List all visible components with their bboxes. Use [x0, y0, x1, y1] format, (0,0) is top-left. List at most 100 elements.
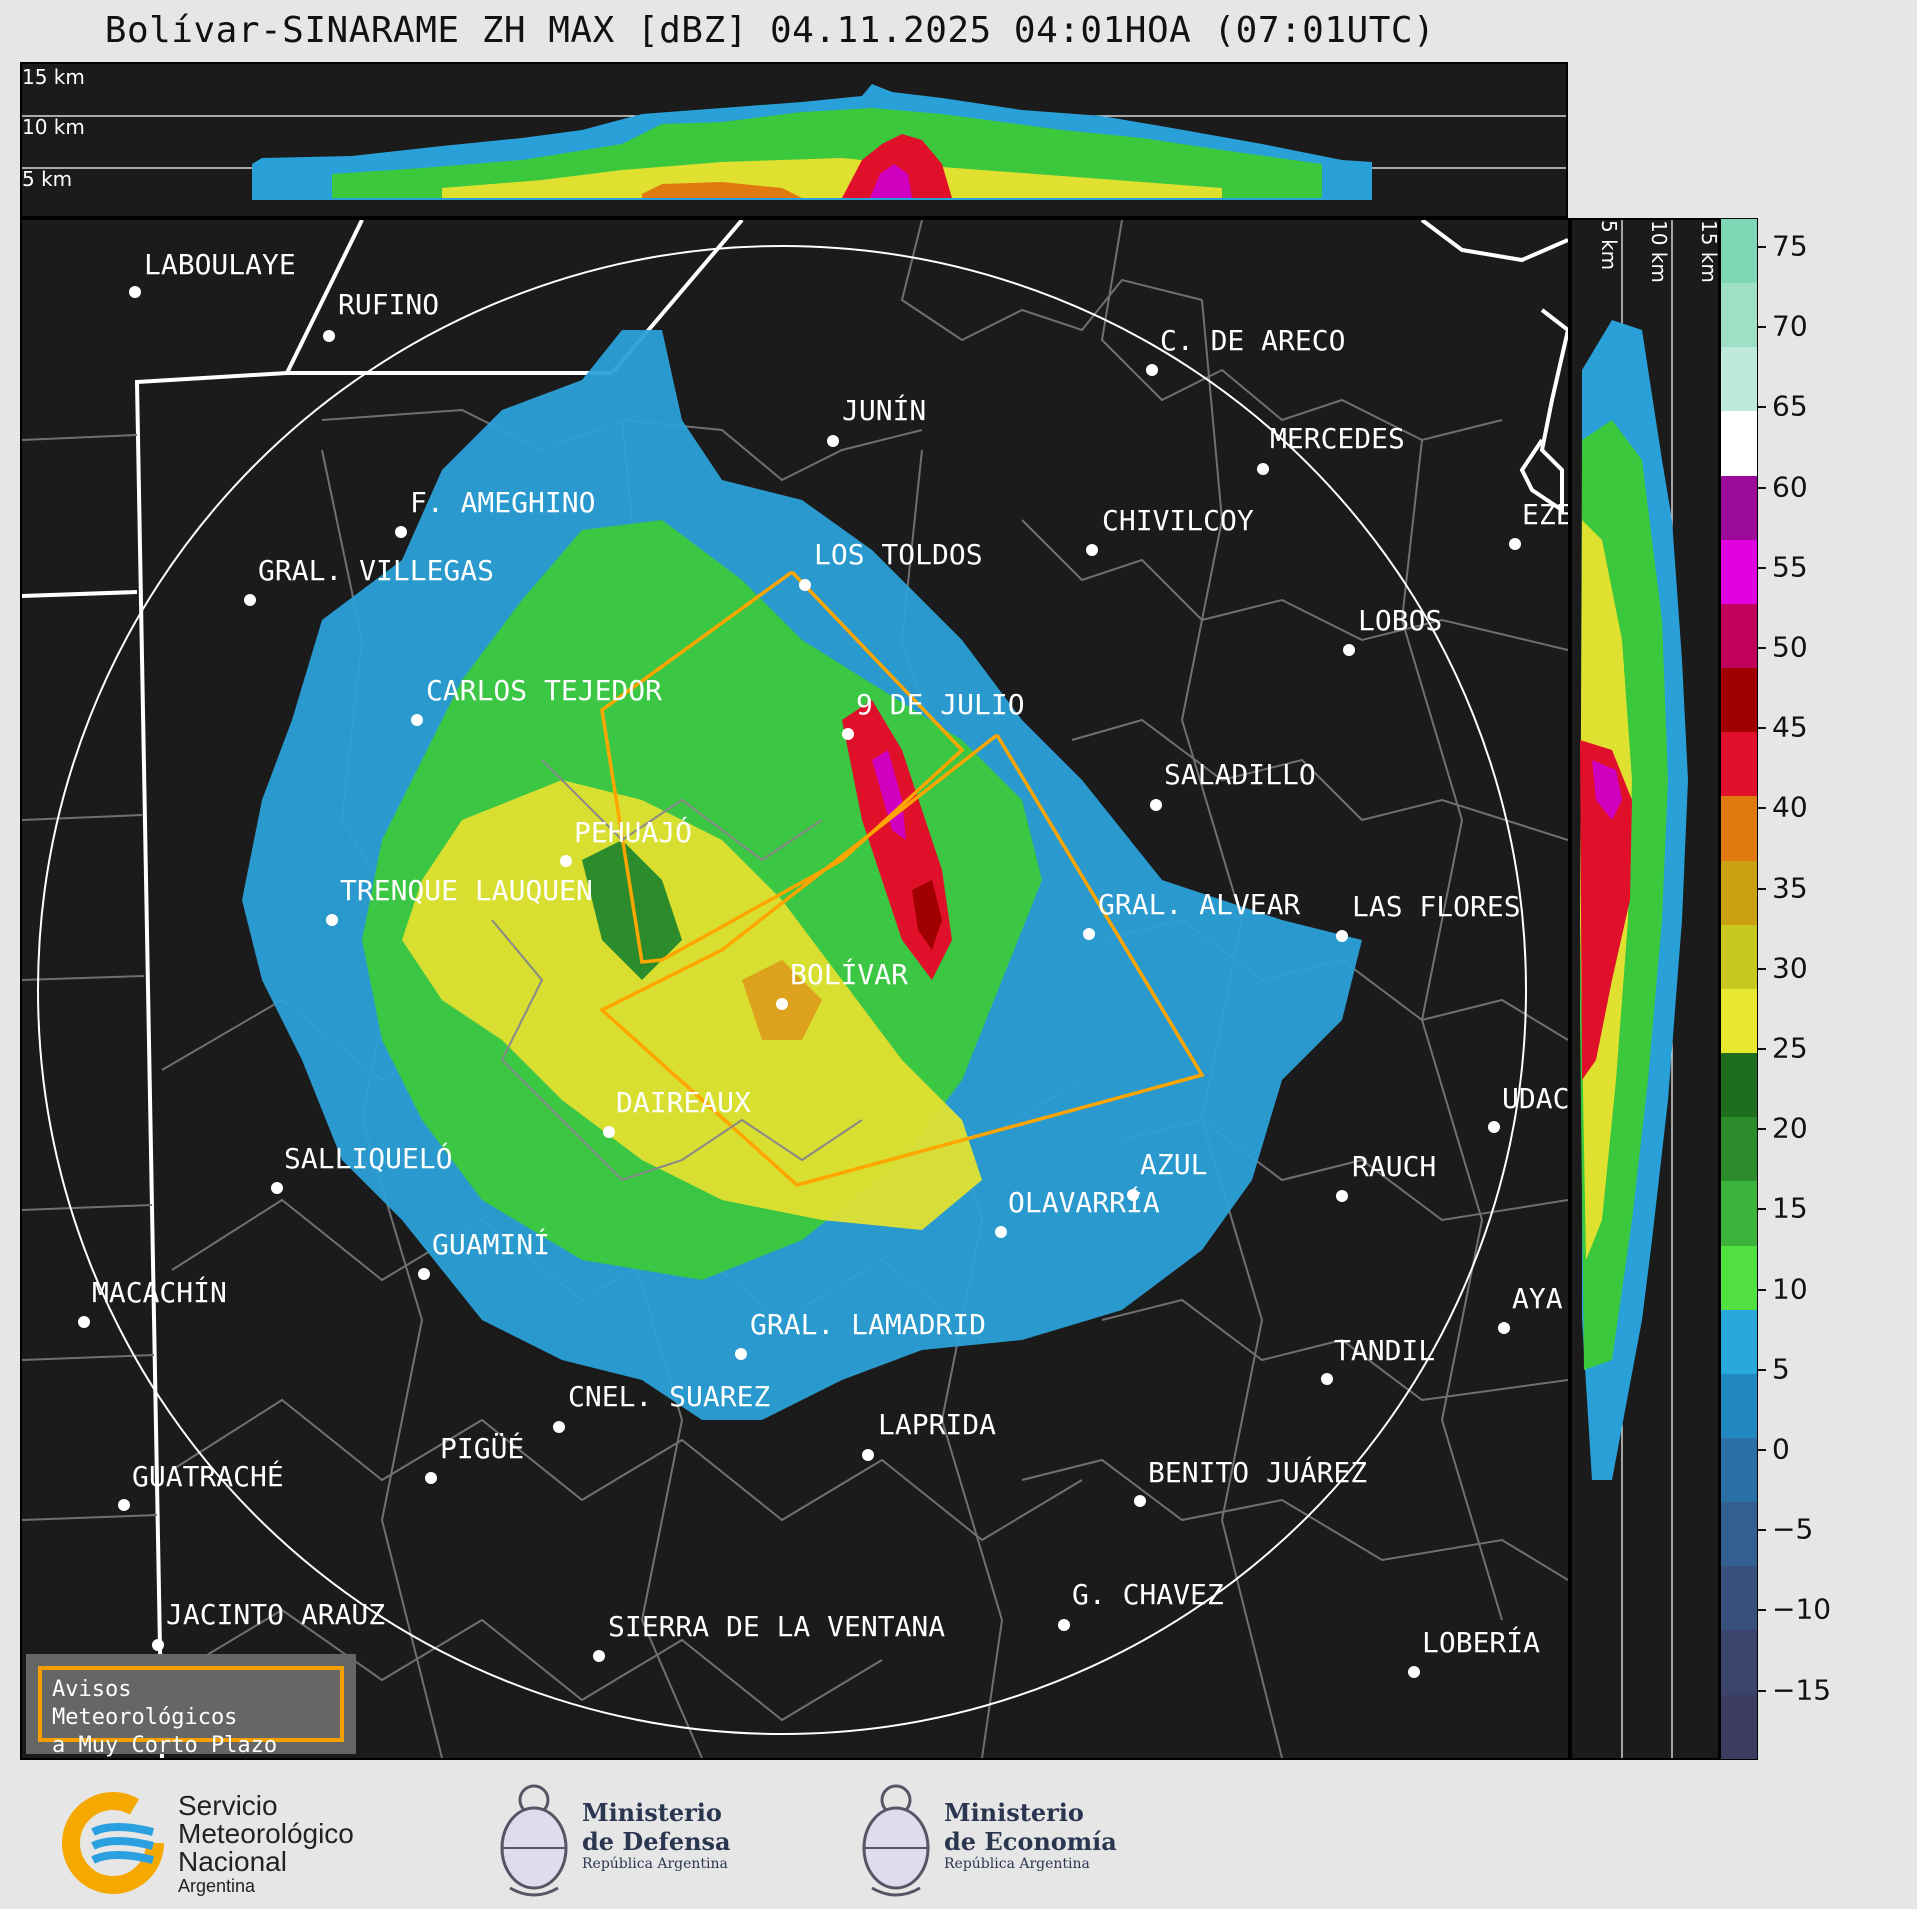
city-label: EZE — [1522, 498, 1568, 531]
smn-line1: Servicio — [178, 1790, 278, 1821]
city-label: BENITO JUÁREZ — [1148, 1455, 1367, 1489]
city-label: LAPRIDA — [878, 1408, 996, 1441]
city-dot-icon — [78, 1316, 90, 1328]
city-jacinto-arauz: JACINTO ARAUZ — [152, 1598, 385, 1651]
colorbar-segment — [1721, 283, 1757, 348]
city-dot-icon — [1509, 538, 1521, 550]
city-dot-icon — [735, 1348, 747, 1360]
city-rufino: RUFINO — [323, 288, 439, 342]
city-gral-villegas: GRAL. VILLEGAS — [244, 554, 494, 606]
city-label: MACACHÍN — [92, 1275, 227, 1309]
city-dot-icon — [425, 1472, 437, 1484]
city-dot-icon — [1150, 799, 1162, 811]
colorbar-segment — [1721, 1181, 1757, 1246]
city-laprida: LAPRIDA — [862, 1408, 996, 1461]
city-label: GRAL. ALVEAR — [1098, 888, 1300, 921]
city-label: G. CHAVEZ — [1072, 1578, 1224, 1611]
city-rauch: RAUCH — [1336, 1150, 1436, 1202]
city-label: GUAMINÍ — [432, 1227, 550, 1261]
side-cross-section-plot: 5 km 10 km 15 km — [1580, 220, 1721, 1758]
city-dot-icon — [1257, 463, 1269, 475]
city-eze: EZE — [1509, 498, 1573, 550]
height-label-10km-side: 10 km — [1647, 220, 1671, 283]
city-9-de-julio: 9 DE JULIO — [842, 688, 1025, 740]
city-dot-icon — [271, 1182, 283, 1194]
city-label: RAUCH — [1352, 1150, 1436, 1183]
city-f-ameghino: F. AMEGHINO — [395, 486, 595, 538]
city-dot-icon — [1498, 1322, 1510, 1334]
city-label: GUATRACHÉ — [132, 1459, 284, 1493]
city-olavarria: OLAVARRÍA — [995, 1185, 1160, 1238]
city-label: DAIREAUX — [616, 1086, 751, 1119]
city-dot-icon — [1336, 1190, 1348, 1202]
colorbar-segment — [1721, 475, 1757, 540]
city-trenque-lauquen: TRENQUE LAUQUEN — [326, 874, 593, 926]
city-daireaux: DAIREAUX — [603, 1086, 751, 1138]
colorbar-segment — [1721, 732, 1757, 797]
city-label: OLAVARRÍA — [1008, 1185, 1160, 1219]
city-dot-icon — [862, 1449, 874, 1461]
colorbar-segment — [1721, 924, 1757, 989]
city-guatrache: GUATRACHÉ — [118, 1459, 284, 1511]
smn-line2: Meteorológico — [178, 1818, 354, 1849]
city-dot-icon — [326, 914, 338, 926]
city-label: JUNÍN — [842, 393, 926, 427]
colorbar-segment — [1721, 1694, 1757, 1759]
city-label: TRENQUE LAUQUEN — [340, 874, 593, 907]
city-dot-icon — [1058, 1619, 1070, 1631]
city-dot-icon — [244, 594, 256, 606]
city-dot-icon — [593, 1650, 605, 1662]
economia-line1: Ministerio — [944, 1798, 1084, 1827]
colorbar-segment — [1721, 1245, 1757, 1310]
city-las-flores: LAS FLORES — [1336, 890, 1521, 942]
city-dot-icon — [152, 1639, 164, 1651]
city-dot-icon — [1343, 644, 1355, 656]
city-label: CHIVILCOY — [1102, 504, 1254, 537]
city-dot-icon — [323, 330, 335, 342]
defensa-logo: Ministerio de Defensa República Argentin… — [494, 1778, 774, 1903]
city-chivilcoy: CHIVILCOY — [1086, 504, 1254, 556]
city-dot-icon — [842, 728, 854, 740]
city-label: SALLIQUELÓ — [284, 1141, 453, 1175]
city-dot-icon — [553, 1421, 565, 1433]
city-label: LOS TOLDOS — [814, 538, 983, 571]
side-echo-profile — [1580, 320, 1688, 1480]
city-cnel-suarez: CNEL. SUAREZ — [553, 1380, 770, 1433]
radar-map-panel: LABOULAYE RUFINO C. DE ARECO JUNÍN MERCE… — [20, 218, 1573, 1760]
city-label: LABOULAYE — [144, 248, 296, 281]
warning-box-line1: Avisos Meteorológicos — [52, 1677, 238, 1730]
city-benito-juarez: BENITO JUÁREZ — [1134, 1455, 1367, 1507]
colorbar-segment — [1721, 1502, 1757, 1567]
warning-box-line2: a Muy Corto Plazo — [52, 1733, 278, 1758]
warning-polygons — [598, 570, 1205, 1187]
city-macachin: MACACHÍN — [78, 1275, 227, 1328]
warning-county-outlines — [491, 759, 863, 1182]
top-cross-section-panel: 15 km 10 km 5 km — [20, 62, 1568, 218]
city-label: LAS FLORES — [1352, 890, 1521, 923]
economia-line2: de Economía — [944, 1827, 1117, 1856]
city-pehuajo: PEHUAJÓ — [560, 815, 692, 867]
city-azul: AZUL — [1127, 1148, 1207, 1201]
map-title: Bolívar-SINARAME ZH MAX [dBZ] 04.11.2025… — [104, 10, 1436, 51]
city-label: RUFINO — [338, 288, 439, 321]
defensa-line3: República Argentina — [582, 1856, 728, 1872]
city-dot-icon — [1146, 364, 1158, 376]
colorbar-segment — [1721, 1437, 1757, 1503]
city-dot-icon — [411, 714, 423, 726]
city-dot-icon — [1127, 1189, 1139, 1201]
colorbar-segment — [1721, 603, 1757, 669]
radar-echoes — [242, 330, 1362, 1420]
colorbar-segment — [1721, 860, 1757, 925]
city-markers: LABOULAYE RUFINO C. DE ARECO JUNÍN MERCE… — [78, 248, 1573, 1678]
city-label: GRAL. LAMADRID — [750, 1308, 986, 1341]
city-dot-icon — [776, 998, 788, 1010]
height-label-5km: 5 km — [22, 167, 72, 191]
colorbar — [1720, 218, 1758, 1760]
city-dot-icon — [1083, 928, 1095, 940]
height-label-15km-side: 15 km — [1697, 220, 1718, 283]
defensa-line1: Ministerio — [582, 1798, 722, 1827]
city-dot-icon — [1488, 1121, 1500, 1133]
city-label: PIGÜÉ — [440, 1431, 524, 1465]
city-mercedes: MERCEDES — [1257, 422, 1405, 475]
city-dot-icon — [1408, 1666, 1420, 1678]
